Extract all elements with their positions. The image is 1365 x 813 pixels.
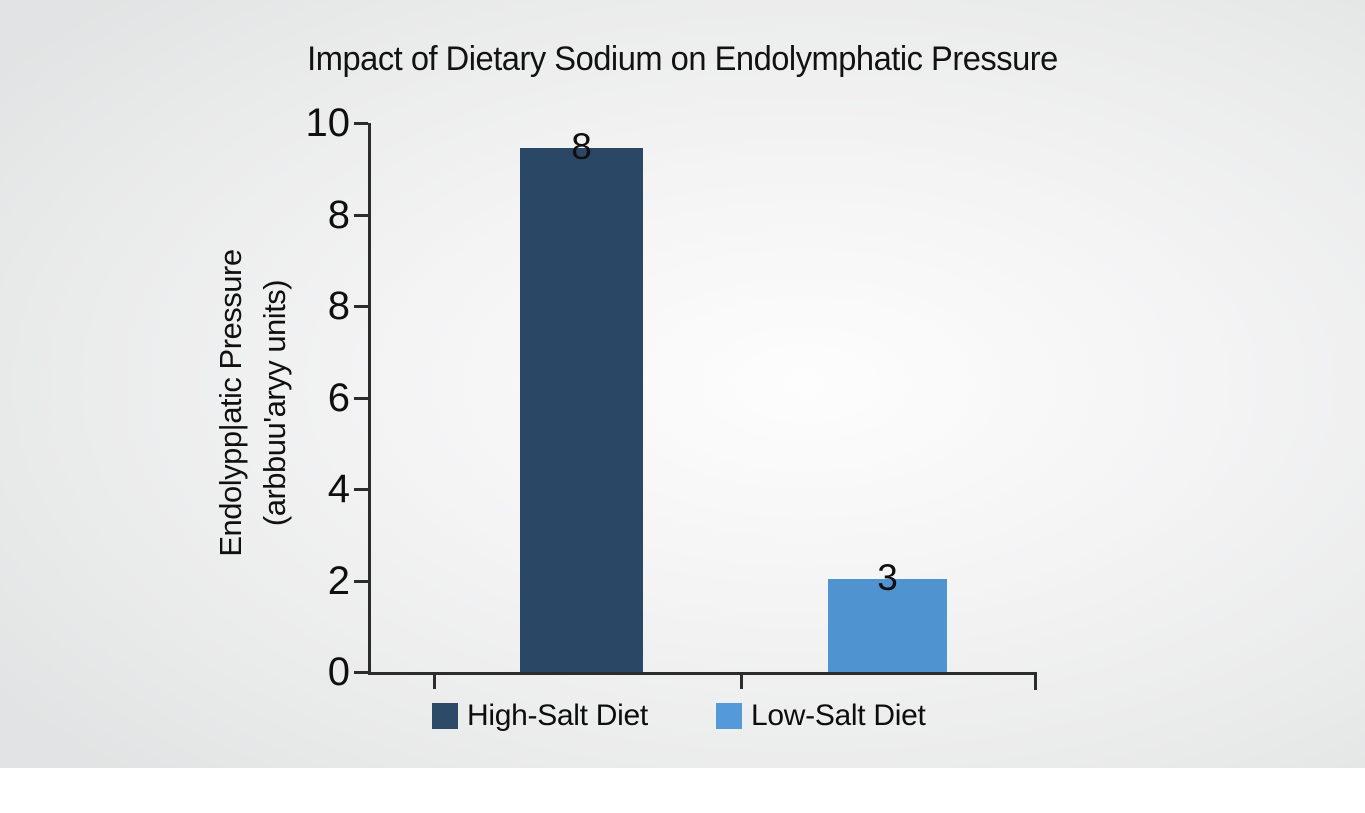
y-tick	[354, 579, 368, 583]
x-tick	[433, 672, 436, 689]
chart-title: Impact of Dietary Sodium on Endolymphati…	[307, 40, 1058, 78]
y-tick-label: 10	[305, 101, 351, 145]
bar-high-salt-diet	[520, 148, 643, 672]
y-tick	[354, 396, 368, 400]
y-tick	[354, 213, 368, 217]
x-axis	[368, 672, 1037, 675]
y-tick	[354, 671, 368, 674]
legend-label: High-Salt Diet	[467, 699, 648, 732]
y-tick-label: 2	[327, 558, 350, 603]
legend-swatch-icon	[432, 703, 458, 729]
y-tick-label: 8	[327, 192, 350, 237]
y-tick-label: 0	[327, 650, 350, 694]
legend-label: Low-Salt Diet	[751, 699, 926, 732]
legend-item-low-salt-diet: Low-Salt Diet	[716, 699, 926, 733]
y-axis	[368, 123, 371, 675]
y-tick-label: 6	[327, 375, 350, 420]
y-tick	[354, 305, 368, 308]
y-tick	[354, 122, 368, 125]
legend-swatch-icon	[716, 703, 742, 729]
legend-item-high-salt-diet: High-Salt Diet	[432, 699, 648, 733]
slide-background: Impact of Dietary Sodium on Endolymphati…	[0, 0, 1365, 768]
y-tick-label: 4	[327, 467, 350, 511]
y-tick-label: 8	[327, 284, 350, 328]
bar-value-label-low-salt-diet: 3	[877, 557, 898, 598]
bar-value-label-high-salt-diet: 8	[571, 126, 592, 167]
bar-low-salt-diet	[828, 579, 947, 672]
bar-chart-plot-area: 10 8 8 6 4 2 0 8 3 High-Salt Diet Low-Salt Diet	[305, 101, 1037, 733]
x-tick	[740, 672, 743, 689]
x-axis-end-tick	[1034, 672, 1037, 690]
y-tick	[354, 488, 368, 491]
